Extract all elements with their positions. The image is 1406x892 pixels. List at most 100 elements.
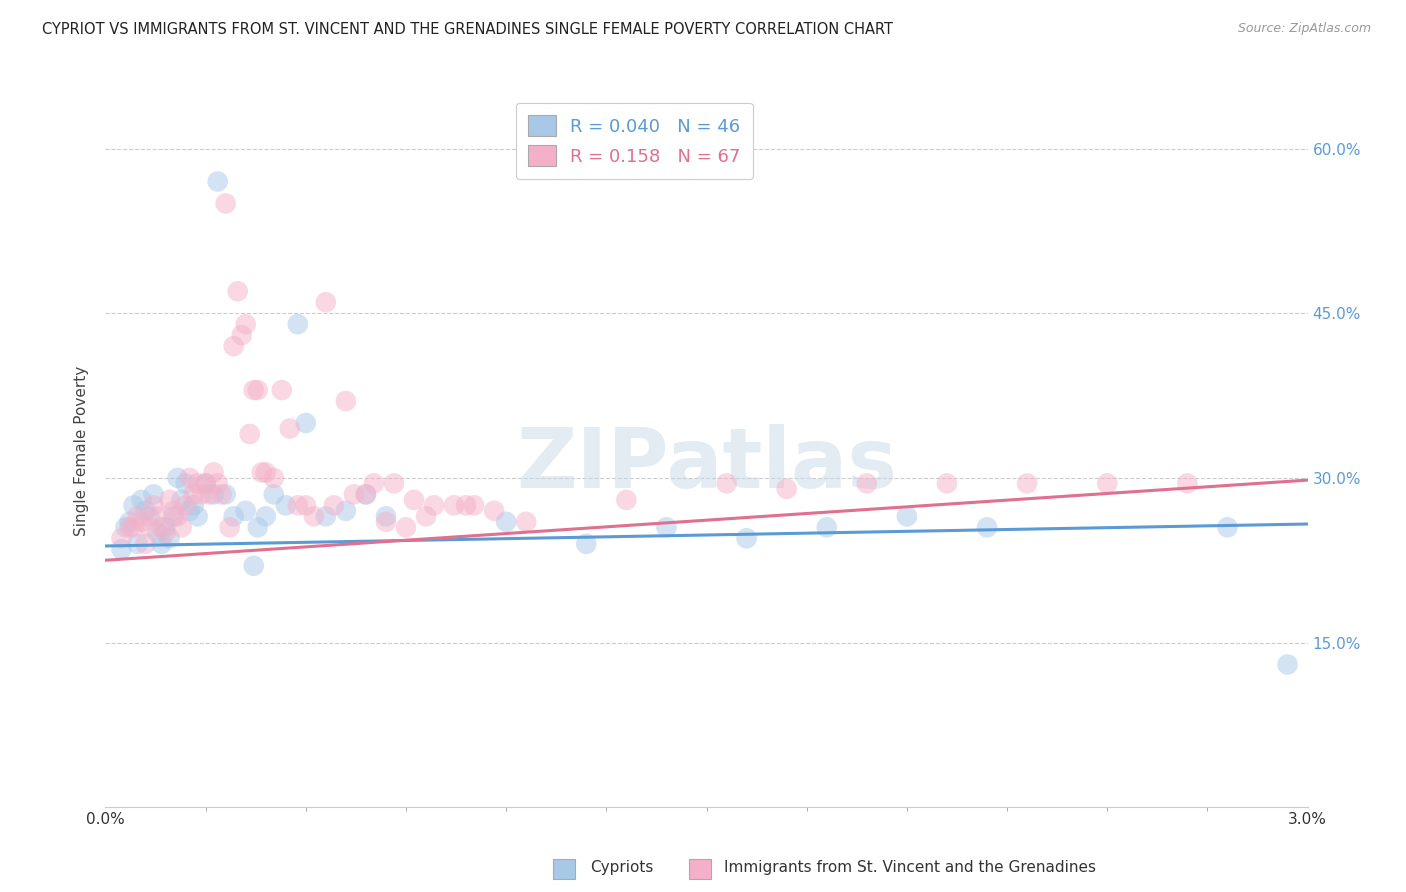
Point <box>183 487 205 501</box>
Point <box>135 504 157 518</box>
Point <box>166 509 188 524</box>
Point <box>278 421 301 435</box>
Point <box>214 196 236 211</box>
Point <box>122 499 145 513</box>
Point <box>363 476 385 491</box>
Point <box>896 509 918 524</box>
Point <box>179 504 201 518</box>
Point <box>211 487 233 501</box>
Point <box>263 487 285 501</box>
Point <box>150 520 173 534</box>
Point <box>190 487 212 501</box>
Point <box>207 476 229 491</box>
Point <box>294 499 316 513</box>
Point <box>575 537 598 551</box>
Point <box>166 471 188 485</box>
Point <box>162 504 184 518</box>
Point <box>374 515 396 529</box>
Point <box>716 476 738 491</box>
Point <box>202 487 225 501</box>
Point <box>239 427 262 442</box>
Point <box>263 471 285 485</box>
Point <box>183 499 205 513</box>
Point <box>1015 476 1038 491</box>
Point <box>170 520 193 534</box>
Point <box>226 285 249 299</box>
Point <box>815 520 838 534</box>
Point <box>655 520 678 534</box>
Point <box>1216 520 1239 534</box>
Point <box>142 499 165 513</box>
Point <box>463 499 485 513</box>
Point <box>194 476 217 491</box>
Point <box>174 476 197 491</box>
Point <box>287 499 309 513</box>
Point <box>270 383 292 397</box>
Point <box>254 466 277 480</box>
Point <box>127 537 149 551</box>
Point <box>155 525 177 540</box>
Point <box>515 515 537 529</box>
Point <box>254 509 277 524</box>
Text: Cypriots: Cypriots <box>591 860 654 874</box>
Point <box>936 476 959 491</box>
Point <box>246 383 269 397</box>
Point <box>194 476 217 491</box>
Point <box>179 471 201 485</box>
Point <box>122 520 145 534</box>
Point <box>443 499 465 513</box>
Point <box>343 487 366 501</box>
Point <box>162 509 184 524</box>
Point <box>222 509 245 524</box>
Point <box>976 520 998 534</box>
Point <box>374 509 396 524</box>
Point <box>146 509 169 524</box>
Point <box>287 317 309 331</box>
Point <box>776 482 799 496</box>
Point <box>159 531 181 545</box>
Point <box>242 558 264 573</box>
Point <box>354 487 377 501</box>
Point <box>138 520 160 534</box>
Point <box>235 317 257 331</box>
Point <box>855 476 877 491</box>
Text: ZIPatlas: ZIPatlas <box>516 425 897 505</box>
Point <box>114 520 136 534</box>
Point <box>1277 657 1299 672</box>
Point <box>402 492 425 507</box>
Point <box>395 520 418 534</box>
Point <box>142 487 165 501</box>
Point <box>150 537 173 551</box>
Point <box>110 542 132 557</box>
Point <box>174 499 197 513</box>
Point <box>1097 476 1119 491</box>
Point <box>454 499 477 513</box>
Point <box>118 520 141 534</box>
Point <box>202 466 225 480</box>
Point <box>207 174 229 188</box>
Point <box>127 509 149 524</box>
Point <box>218 520 240 534</box>
Point <box>614 492 637 507</box>
Point <box>135 537 157 551</box>
Text: Immigrants from St. Vincent and the Grenadines: Immigrants from St. Vincent and the Gren… <box>724 860 1097 874</box>
Point <box>423 499 446 513</box>
Point <box>131 492 153 507</box>
Point <box>170 492 193 507</box>
Point <box>131 515 153 529</box>
Point <box>159 492 181 507</box>
Point <box>354 487 377 501</box>
Point <box>222 339 245 353</box>
Point <box>322 499 344 513</box>
Text: CYPRIOT VS IMMIGRANTS FROM ST. VINCENT AND THE GRENADINES SINGLE FEMALE POVERTY : CYPRIOT VS IMMIGRANTS FROM ST. VINCENT A… <box>42 22 893 37</box>
Point <box>110 531 132 545</box>
Point <box>302 509 325 524</box>
Point <box>198 487 221 501</box>
Point <box>335 504 357 518</box>
Point <box>250 466 273 480</box>
Point <box>1175 476 1198 491</box>
Point <box>482 504 505 518</box>
Point <box>155 520 177 534</box>
Point <box>335 394 357 409</box>
Point <box>246 520 269 534</box>
